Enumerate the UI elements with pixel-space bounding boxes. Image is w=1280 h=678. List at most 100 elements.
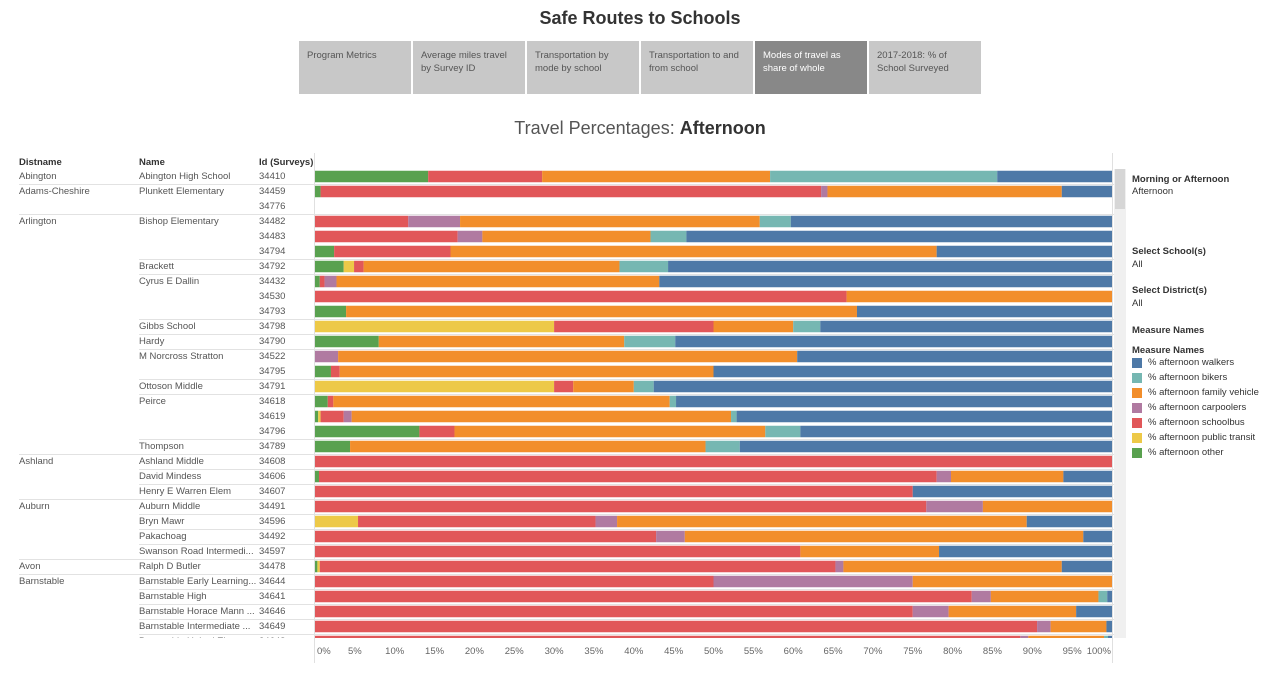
bar-segment-bikers[interactable] — [650, 230, 687, 243]
bar-segment-walkers[interactable] — [800, 425, 1112, 438]
bar-segment-walkers[interactable] — [936, 245, 1112, 258]
bar-segment-schoolbus[interactable] — [358, 515, 596, 528]
bar-segment-walkers[interactable] — [1026, 515, 1112, 528]
bar-segment-walkers[interactable] — [1106, 620, 1112, 633]
bar-segment-family[interactable] — [713, 320, 794, 333]
bar-segment-carpool[interactable] — [835, 560, 844, 573]
bar-segment-walkers[interactable] — [653, 380, 1112, 393]
bar-segment-other[interactable] — [315, 470, 319, 483]
bar-segment-transit[interactable] — [318, 410, 321, 423]
bar-segment-walkers[interactable] — [659, 275, 1112, 288]
bar-segment-schoolbus[interactable] — [315, 530, 657, 543]
bar-segment-bikers[interactable] — [624, 335, 676, 348]
bar-segment-family[interactable] — [450, 245, 937, 258]
legend-item[interactable]: % afternoon bikers — [1132, 372, 1227, 383]
bar-segment-bikers[interactable] — [1098, 590, 1108, 603]
bar-segment-carpool[interactable] — [315, 350, 339, 363]
tab-4[interactable]: Modes of travel as share of whole — [755, 41, 867, 94]
bar-segment-carpool[interactable] — [1037, 620, 1051, 633]
bar-segment-schoolbus[interactable] — [315, 620, 1038, 633]
bar-segment-carpool[interactable] — [457, 230, 483, 243]
bar-segment-walkers[interactable] — [820, 320, 1112, 333]
column-header-name[interactable]: Name — [139, 157, 165, 168]
bar-segment-walkers[interactable] — [668, 260, 1112, 273]
bar-segment-carpool[interactable] — [343, 410, 352, 423]
bar-segment-schoolbus[interactable] — [319, 275, 325, 288]
bar-segment-walkers[interactable] — [686, 230, 1112, 243]
bar-segment-walkers[interactable] — [1083, 530, 1112, 543]
bar-segment-carpool[interactable] — [408, 215, 461, 228]
bar-segment-carpool[interactable] — [912, 605, 949, 618]
bar-segment-family[interactable] — [339, 365, 714, 378]
bar-segment-bikers[interactable] — [793, 320, 821, 333]
bar-segment-walkers[interactable] — [997, 170, 1112, 183]
bar-segment-schoolbus[interactable] — [419, 425, 455, 438]
bar-segment-other[interactable] — [315, 440, 351, 453]
bar-segment-walkers[interactable] — [739, 440, 1112, 453]
bar-segment-family[interactable] — [363, 260, 620, 273]
bar-segment-family[interactable] — [800, 545, 940, 558]
bar-segment-schoolbus[interactable] — [327, 395, 334, 408]
bar-segment-transit[interactable] — [317, 560, 320, 573]
bar-segment-family[interactable] — [1028, 635, 1105, 638]
bar-segment-carpool[interactable] — [926, 500, 983, 513]
bar-segment-family[interactable] — [617, 515, 1027, 528]
bar-segment-schoolbus[interactable] — [320, 185, 822, 198]
bar-segment-walkers[interactable] — [713, 365, 1113, 378]
bar-segment-family[interactable] — [350, 440, 706, 453]
bar-segment-other[interactable] — [315, 275, 320, 288]
legend-item[interactable]: % afternoon other — [1132, 447, 1224, 458]
bar-segment-family[interactable] — [351, 410, 732, 423]
bar-segment-family[interactable] — [1050, 620, 1107, 633]
bar-segment-schoolbus[interactable] — [315, 590, 972, 603]
bar-segment-carpool[interactable] — [656, 530, 685, 543]
bar-segment-schoolbus[interactable] — [315, 500, 927, 513]
bar-segment-schoolbus[interactable] — [315, 635, 1021, 638]
bar-segment-schoolbus[interactable] — [354, 260, 364, 273]
bar-segment-carpool[interactable] — [936, 470, 952, 483]
bar-segment-family[interactable] — [333, 395, 670, 408]
tab-1[interactable]: Average miles travel by Survey ID — [413, 41, 525, 94]
bar-segment-other[interactable] — [315, 305, 347, 318]
bar-segment-walkers[interactable] — [1076, 605, 1112, 618]
bar-segment-other[interactable] — [315, 425, 420, 438]
tab-2[interactable]: Transportation by mode by school — [527, 41, 639, 94]
legend-item[interactable]: % afternoon schoolbus — [1132, 417, 1245, 428]
bar-segment-other[interactable] — [315, 335, 379, 348]
bar-segment-family[interactable] — [573, 380, 634, 393]
legend-item[interactable]: % afternoon public transit — [1132, 432, 1255, 443]
column-header-id[interactable]: Id (Surveys) — [259, 157, 314, 168]
bar-segment-family[interactable] — [827, 185, 1062, 198]
bar-segment-transit[interactable] — [315, 380, 555, 393]
bar-segment-bikers[interactable] — [759, 215, 791, 228]
bar-segment-walkers[interactable] — [1061, 185, 1112, 198]
bar-segment-family[interactable] — [948, 605, 1077, 618]
bar-segment-bikers[interactable] — [765, 425, 801, 438]
bar-segment-walkers[interactable] — [1107, 590, 1112, 603]
bar-segment-walkers[interactable] — [675, 335, 1112, 348]
bar-segment-carpool[interactable] — [971, 590, 991, 603]
bar-segment-bikers[interactable] — [1104, 635, 1109, 638]
legend-item[interactable]: % afternoon family vehicle — [1132, 387, 1259, 398]
select-district-value[interactable]: All — [1132, 298, 1143, 309]
tab-0[interactable]: Program Metrics — [299, 41, 411, 94]
bar-segment-family[interactable] — [346, 305, 857, 318]
bar-segment-family[interactable] — [684, 530, 1084, 543]
bar-segment-other[interactable] — [315, 365, 331, 378]
bar-segment-walkers[interactable] — [676, 395, 1112, 408]
bar-segment-other[interactable] — [315, 395, 328, 408]
bar-segment-carpool[interactable] — [1020, 635, 1029, 638]
bar-segment-schoolbus[interactable] — [315, 575, 714, 588]
bar-segment-carpool[interactable] — [713, 575, 913, 588]
select-school-value[interactable]: All — [1132, 259, 1143, 270]
bar-segment-schoolbus[interactable] — [320, 410, 344, 423]
bar-segment-bikers[interactable] — [705, 440, 740, 453]
tab-5[interactable]: 2017-2018: % of School Surveyed — [869, 41, 981, 94]
bar-segment-walkers[interactable] — [1108, 635, 1112, 638]
bar-segment-bikers[interactable] — [731, 410, 737, 423]
bar-segment-schoolbus[interactable] — [315, 455, 1112, 468]
bar-segment-transit[interactable] — [315, 515, 359, 528]
bar-segment-other[interactable] — [315, 410, 319, 423]
bar-segment-carpool[interactable] — [324, 275, 337, 288]
bar-segment-other[interactable] — [315, 260, 344, 273]
